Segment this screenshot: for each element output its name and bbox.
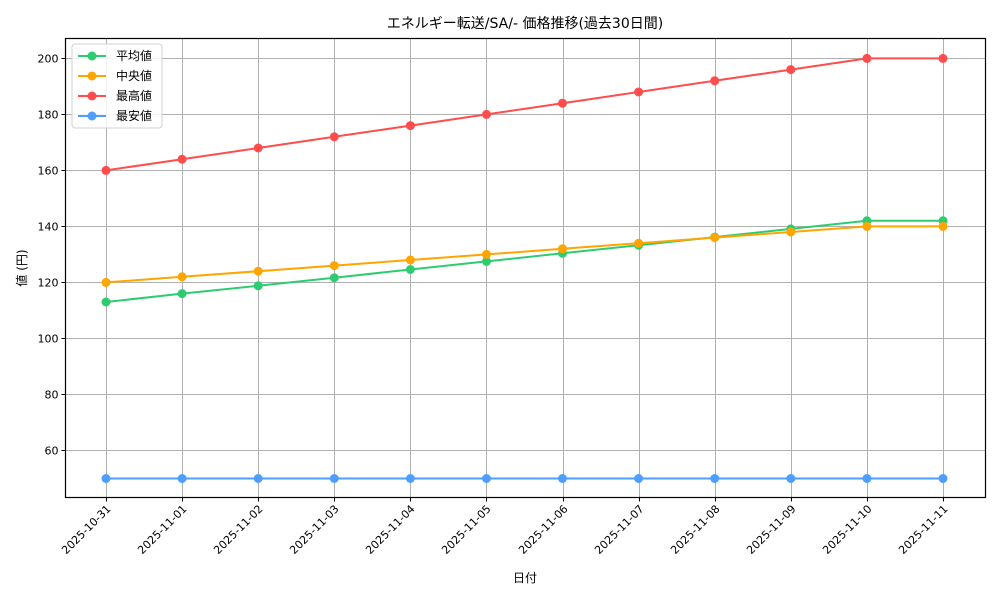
- x-tick-label: 2025-11-06: [516, 502, 570, 556]
- data-point-marker: [482, 474, 491, 483]
- legend-item: 最安値: [78, 108, 152, 123]
- data-point-marker: [329, 474, 339, 483]
- y-tick-label: 80: [45, 389, 59, 402]
- data-point-marker: [786, 227, 796, 237]
- data-point-marker: [329, 261, 339, 271]
- legend-marker-icon: [87, 51, 97, 61]
- data-point-marker: [101, 165, 111, 175]
- legend-marker-icon: [87, 91, 97, 101]
- data-point-marker: [253, 281, 263, 291]
- data-point-marker: [786, 474, 796, 483]
- legend-marker-icon: [87, 71, 97, 81]
- data-point-marker: [177, 289, 187, 299]
- data-point-marker: [329, 132, 339, 142]
- x-tick-label: 2025-11-01: [135, 502, 189, 556]
- y-axis: 60 80 100 120 140 160 180 200: [38, 53, 66, 458]
- data-point-marker: [405, 265, 415, 274]
- data-point-marker: [253, 474, 263, 483]
- data-point-marker: [938, 53, 948, 63]
- data-point-marker: [177, 272, 187, 282]
- data-point-marker: [558, 98, 567, 108]
- data-point-marker: [405, 121, 415, 131]
- data-point-marker: [405, 474, 415, 483]
- series-2: [101, 53, 948, 175]
- x-tick-label: 2025-11-04: [363, 502, 417, 556]
- y-tick-label: 120: [38, 277, 59, 290]
- data-point-marker: [253, 266, 263, 276]
- x-tick-label: 2025-10-31: [59, 502, 113, 556]
- data-point-marker: [938, 474, 948, 483]
- series-line: [105, 225, 943, 284]
- data-point-marker: [862, 53, 872, 63]
- data-point-marker: [862, 474, 872, 483]
- data-point-marker: [786, 65, 796, 75]
- y-tick-label: 160: [38, 165, 59, 178]
- y-tick-label: 200: [38, 53, 59, 66]
- data-point-marker: [938, 221, 948, 231]
- data-point-marker: [482, 109, 491, 119]
- x-axis-label: 日付: [513, 571, 537, 585]
- x-tick-label: 2025-11-08: [668, 502, 722, 556]
- legend-marker-icon: [87, 111, 97, 121]
- legend-label: 中央値: [116, 68, 152, 83]
- data-point-marker: [710, 233, 720, 243]
- y-tick-label: 60: [45, 445, 59, 458]
- x-tick-label: 2025-11-07: [592, 502, 646, 556]
- data-point-marker: [862, 221, 872, 231]
- x-tick-label: 2025-11-03: [287, 502, 341, 556]
- data-point-marker: [177, 474, 187, 483]
- plot-area-frame: [64, 37, 987, 499]
- data-point-marker: [558, 474, 567, 483]
- legend-item: 平均値: [78, 48, 152, 63]
- data-point-marker: [101, 474, 111, 483]
- chart-title: エネルギー転送/SA/- 価格推移(過去30日間): [387, 16, 663, 32]
- data-point-marker: [710, 474, 720, 483]
- x-tick-label: 2025-11-10: [820, 502, 874, 556]
- data-point-marker: [558, 244, 567, 254]
- legend-label: 最安値: [116, 108, 152, 123]
- legend-label: 平均値: [116, 48, 152, 63]
- legend-label: 最高値: [116, 88, 152, 103]
- y-tick-label: 180: [38, 109, 59, 122]
- series-line: [105, 57, 943, 172]
- legend-item: 最高値: [78, 88, 152, 103]
- data-point-marker: [710, 76, 720, 86]
- y-axis-label: 値 (円): [14, 249, 29, 286]
- data-point-marker: [482, 256, 491, 266]
- legend-item: 中央値: [78, 68, 152, 83]
- series-line: [105, 219, 943, 303]
- data-point-marker: [177, 154, 187, 164]
- series-3: [101, 474, 948, 483]
- data-point-marker: [329, 273, 339, 283]
- x-tick-label: 2025-11-05: [439, 502, 493, 556]
- x-axis: 2025-10-31 2025-11-01 2025-11-02 2025-11-03…: [59, 497, 951, 557]
- data-series: [101, 53, 948, 483]
- x-tick-label: 2025-11-09: [744, 502, 798, 556]
- x-tick-label: 2025-11-02: [211, 502, 265, 556]
- data-point-marker: [482, 249, 491, 259]
- data-point-marker: [634, 87, 644, 97]
- data-point-marker: [101, 297, 111, 307]
- data-point-marker: [253, 143, 263, 153]
- y-tick-label: 100: [38, 333, 59, 346]
- legend-box: [71, 43, 163, 129]
- data-point-marker: [101, 277, 111, 287]
- data-point-marker: [634, 238, 644, 248]
- grid-lines: [65, 38, 986, 498]
- series-1: [101, 221, 948, 287]
- data-point-marker: [405, 255, 415, 265]
- y-tick-label: 140: [38, 221, 59, 234]
- x-tick-label: 2025-11-11: [896, 502, 950, 556]
- data-point-marker: [634, 474, 644, 483]
